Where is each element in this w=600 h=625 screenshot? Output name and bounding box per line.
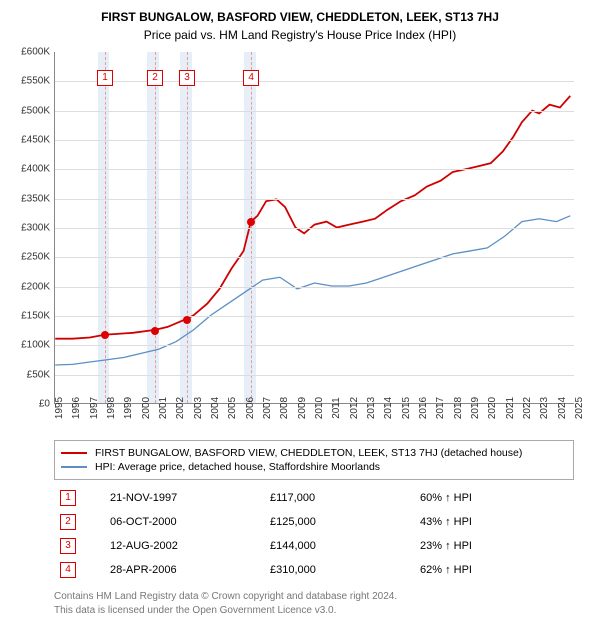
x-axis-label: 2011 (331, 397, 342, 419)
legend: FIRST BUNGALOW, BASFORD VIEW, CHEDDLETON… (54, 440, 574, 480)
legend-swatch (61, 452, 87, 454)
y-axis-label: £450K (12, 135, 50, 146)
x-axis-label: 2023 (539, 397, 550, 419)
sale-date: 06-OCT-2000 (104, 510, 264, 534)
sale-delta: 62% ↑ HPI (414, 558, 574, 582)
x-axis-label: 2007 (262, 397, 273, 419)
marker-box: 2 (147, 70, 163, 86)
x-axis-label: 2009 (297, 397, 308, 419)
x-axis-label: 2010 (314, 397, 325, 419)
x-axis-label: 1998 (106, 397, 117, 419)
sale-delta: 43% ↑ HPI (414, 510, 574, 534)
sale-price: £310,000 (264, 558, 414, 582)
marker-box: 3 (179, 70, 195, 86)
y-axis-label: £250K (12, 252, 50, 263)
legend-label: FIRST BUNGALOW, BASFORD VIEW, CHEDDLETON… (95, 447, 522, 459)
sale-index-box: 1 (60, 490, 76, 506)
table-row: 2 06-OCT-2000£125,00043% ↑ HPI (54, 510, 574, 534)
sale-index-box: 4 (60, 562, 76, 578)
x-axis-label: 2020 (487, 397, 498, 419)
sale-delta: 60% ↑ HPI (414, 486, 574, 510)
x-axis-label: 1995 (54, 397, 65, 419)
sales-table: 1 21-NOV-1997£117,00060% ↑ HPI 2 06-OCT-200… (54, 486, 574, 582)
table-row: 1 21-NOV-1997£117,00060% ↑ HPI (54, 486, 574, 510)
y-axis-label: £300K (12, 223, 50, 234)
marker-box: 4 (243, 70, 259, 86)
sale-dot (151, 327, 159, 335)
sale-date: 28-APR-2006 (104, 558, 264, 582)
x-axis-label: 2017 (435, 397, 446, 419)
x-axis-label: 2002 (175, 397, 186, 419)
x-axis-label: 2024 (557, 397, 568, 419)
table-row: 4 28-APR-2006£310,00062% ↑ HPI (54, 558, 574, 582)
sale-date: 12-AUG-2002 (104, 534, 264, 558)
chart-wrap: £0 £50K £100K £150K £200K £250K £300K £350K £400… (12, 52, 588, 432)
sale-price: £125,000 (264, 510, 414, 534)
x-axis-label: 2022 (522, 397, 533, 419)
legend-label: HPI: Average price, detached house, Staf… (95, 461, 380, 473)
y-axis-label: £150K (12, 311, 50, 322)
series-price-paid (55, 96, 570, 339)
footnote: Contains HM Land Registry data © Crown c… (54, 590, 588, 617)
y-axis-label: £550K (12, 76, 50, 87)
sale-date: 21-NOV-1997 (104, 486, 264, 510)
sale-price: £144,000 (264, 534, 414, 558)
sale-dot (247, 218, 255, 226)
footnote-line: This data is licensed under the Open Gov… (54, 605, 336, 616)
sale-price: £117,000 (264, 486, 414, 510)
table-row: 3 12-AUG-2002£144,00023% ↑ HPI (54, 534, 574, 558)
y-axis-label: £400K (12, 164, 50, 175)
x-axis-label: 2013 (366, 397, 377, 419)
x-axis-label: 2008 (279, 397, 290, 419)
x-axis-label: 2016 (418, 397, 429, 419)
y-axis-label: £600K (12, 47, 50, 58)
x-axis-label: 2012 (349, 397, 360, 419)
x-axis-label: 2005 (227, 397, 238, 419)
x-axis-label: 2014 (383, 397, 394, 419)
x-axis-label: 2004 (210, 397, 221, 419)
x-axis-label: 2018 (453, 397, 464, 419)
sale-delta: 23% ↑ HPI (414, 534, 574, 558)
x-axis-label: 1999 (123, 397, 134, 419)
x-axis-label: 2025 (574, 397, 585, 419)
title-sub: Price paid vs. HM Land Registry's House … (12, 28, 588, 42)
plot-area: 1 23 4 (54, 52, 574, 404)
y-axis-label: £0 (12, 399, 50, 410)
x-axis-label: 1996 (71, 397, 82, 419)
footnote-line: Contains HM Land Registry data © Crown c… (54, 591, 397, 602)
legend-item: HPI: Average price, detached house, Staf… (61, 461, 567, 473)
legend-swatch (61, 466, 87, 468)
x-axis-label: 1997 (89, 397, 100, 419)
sale-dot (101, 331, 109, 339)
y-axis-label: £350K (12, 193, 50, 204)
x-axis-label: 2001 (158, 397, 169, 419)
x-axis-label: 2000 (141, 397, 152, 419)
sale-index-box: 2 (60, 514, 76, 530)
sale-index-box: 3 (60, 538, 76, 554)
x-axis-label: 2015 (401, 397, 412, 419)
y-axis-label: £500K (12, 105, 50, 116)
marker-box: 1 (97, 70, 113, 86)
sale-dot (183, 316, 191, 324)
y-axis-label: £200K (12, 281, 50, 292)
x-axis-label: 2019 (470, 397, 481, 419)
x-axis-label: 2003 (193, 397, 204, 419)
y-axis-label: £50K (12, 369, 50, 380)
x-axis-label: 2021 (505, 397, 516, 419)
series-hpi (55, 216, 570, 365)
title-main: FIRST BUNGALOW, BASFORD VIEW, CHEDDLETON… (12, 10, 588, 24)
legend-item: FIRST BUNGALOW, BASFORD VIEW, CHEDDLETON… (61, 447, 567, 459)
chart-container: FIRST BUNGALOW, BASFORD VIEW, CHEDDLETON… (0, 0, 600, 625)
y-axis-label: £100K (12, 340, 50, 351)
x-axis-label: 2006 (245, 397, 256, 419)
